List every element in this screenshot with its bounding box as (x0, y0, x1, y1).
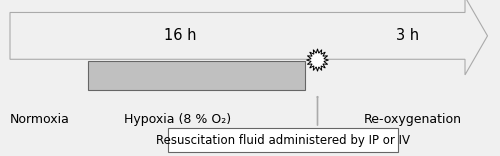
Polygon shape (306, 49, 328, 71)
Text: 3 h: 3 h (396, 28, 419, 43)
Polygon shape (10, 0, 488, 75)
Bar (88, 61, 305, 90)
Text: Resuscitation fluid administered by IP or IV: Resuscitation fluid administered by IP o… (156, 134, 410, 147)
Text: Hypoxia (8 % O₂): Hypoxia (8 % O₂) (124, 113, 231, 126)
Text: 16 h: 16 h (164, 28, 196, 43)
Text: Re-oxygenation: Re-oxygenation (364, 113, 462, 126)
Text: Normoxia: Normoxia (10, 113, 70, 126)
FancyBboxPatch shape (168, 128, 398, 152)
